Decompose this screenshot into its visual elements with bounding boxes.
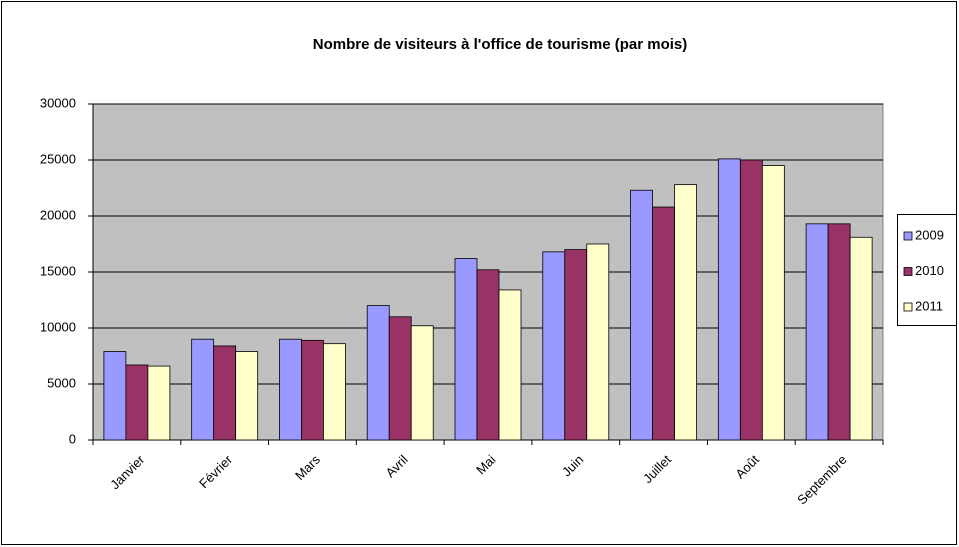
bar <box>301 339 324 441</box>
y-tick-label: 0 <box>69 431 76 446</box>
bar <box>191 338 215 441</box>
chart-title: Nombre de visiteurs à l'office de touris… <box>313 36 688 53</box>
bar <box>586 243 610 441</box>
bar <box>717 158 741 441</box>
bar <box>498 289 522 441</box>
bar <box>366 305 390 441</box>
legend-label: 2010 <box>915 263 944 278</box>
y-tick-label: 5000 <box>47 375 76 390</box>
bar <box>827 223 851 441</box>
bar <box>630 189 653 441</box>
bar <box>805 223 829 441</box>
bar <box>147 365 171 441</box>
y-tick-label: 30000 <box>40 95 76 110</box>
y-tick-label: 25000 <box>40 151 76 166</box>
bar <box>235 351 259 441</box>
y-tick-label: 10000 <box>40 319 76 334</box>
y-tick-label: 15000 <box>40 263 76 278</box>
bar <box>761 165 785 441</box>
bar <box>454 258 478 441</box>
bar <box>542 251 566 441</box>
legend-swatch <box>903 302 913 312</box>
legend-label: 2009 <box>915 227 944 242</box>
bar <box>323 343 346 441</box>
bar <box>125 364 149 441</box>
bar <box>476 269 500 441</box>
bar <box>103 351 127 441</box>
bar <box>652 206 675 441</box>
legend-swatch <box>903 231 913 241</box>
bar <box>849 236 873 441</box>
legend-label: 2011 <box>915 298 943 313</box>
y-tick-label: 20000 <box>40 207 76 222</box>
bar <box>388 316 412 441</box>
bar <box>739 159 763 441</box>
bar <box>564 249 588 441</box>
bar <box>213 345 237 441</box>
bar <box>279 338 302 441</box>
bar <box>674 184 697 441</box>
bar <box>410 325 434 441</box>
legend-swatch <box>903 267 913 276</box>
